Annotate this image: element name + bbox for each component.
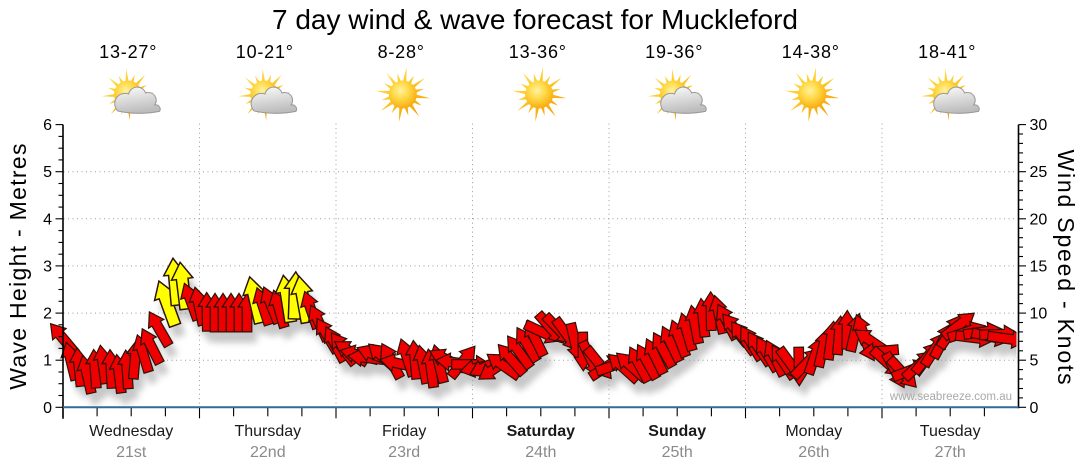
svg-text:2: 2 (43, 306, 52, 323)
svg-text:25: 25 (1030, 164, 1048, 181)
svg-text:Tuesday: Tuesday (920, 423, 981, 440)
svg-text:10-21°: 10-21° (236, 42, 294, 62)
svg-text:30: 30 (1030, 117, 1048, 134)
svg-text:15: 15 (1030, 258, 1048, 275)
svg-text:25th: 25th (662, 444, 693, 461)
svg-text:6: 6 (43, 117, 52, 134)
svg-text:10: 10 (1030, 306, 1048, 323)
svg-text:13-27°: 13-27° (99, 42, 157, 62)
svg-text:Thursday: Thursday (234, 423, 301, 440)
svg-text:Wind Speed - Knots: Wind Speed - Knots (1053, 150, 1079, 387)
svg-text:19-36°: 19-36° (645, 42, 703, 62)
svg-text:5: 5 (43, 164, 52, 181)
svg-text:14-38°: 14-38° (782, 42, 840, 62)
svg-text:24th: 24th (525, 444, 556, 461)
svg-text:0: 0 (43, 400, 52, 417)
svg-text:www.seabreeze.com.au: www.seabreeze.com.au (889, 391, 1012, 403)
svg-text:21st: 21st (116, 444, 147, 461)
svg-text:4: 4 (43, 211, 52, 228)
svg-text:3: 3 (43, 258, 52, 275)
svg-text:8-28°: 8-28° (378, 42, 425, 62)
svg-text:13-36°: 13-36° (509, 42, 567, 62)
svg-text:20: 20 (1030, 211, 1048, 228)
svg-text:26th: 26th (798, 444, 829, 461)
svg-text:22nd: 22nd (250, 444, 286, 461)
svg-text:18-41°: 18-41° (918, 42, 976, 62)
svg-text:Saturday: Saturday (507, 423, 576, 440)
svg-text:5: 5 (1030, 353, 1039, 370)
svg-text:Wave Height - Metres: Wave Height - Metres (5, 142, 31, 390)
svg-text:Friday: Friday (382, 423, 426, 440)
svg-text:1: 1 (43, 353, 52, 370)
svg-text:23rd: 23rd (388, 444, 420, 461)
svg-text:27th: 27th (935, 444, 966, 461)
svg-text:Monday: Monday (785, 423, 842, 440)
svg-text:Wednesday: Wednesday (89, 423, 173, 440)
svg-text:7 day wind & wave forecast for: 7 day wind & wave forecast for Mucklefor… (272, 4, 798, 35)
svg-text:Sunday: Sunday (648, 423, 706, 440)
svg-text:0: 0 (1030, 400, 1039, 417)
